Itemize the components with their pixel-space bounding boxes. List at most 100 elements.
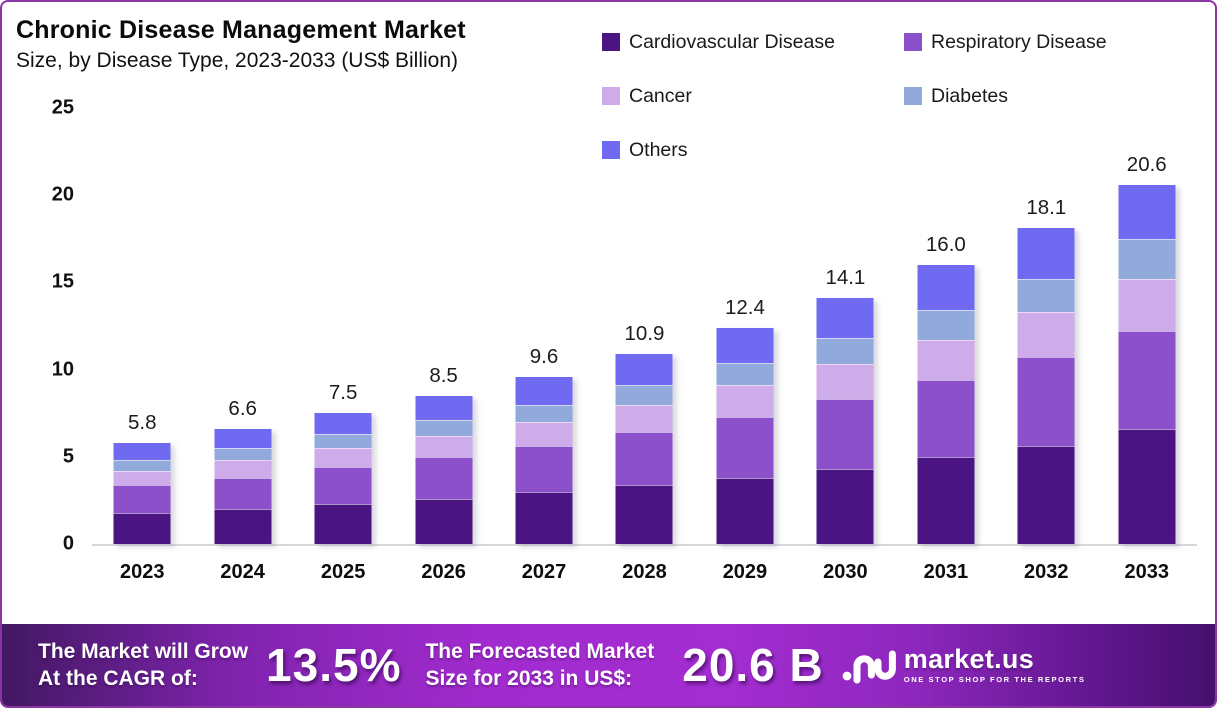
legend-swatch-icon — [904, 87, 922, 105]
x-axis-label: 2032 — [1024, 561, 1069, 583]
x-axis-label: 2033 — [1124, 561, 1170, 583]
legend-item: Cardiovascular Disease — [602, 31, 904, 54]
bar-segment — [515, 446, 573, 492]
stacked-bar — [113, 442, 171, 544]
legend-swatch-icon — [602, 33, 620, 51]
bar-segment — [515, 491, 573, 544]
bar-segment — [214, 509, 272, 544]
bar-total-label: 10.9 — [624, 321, 665, 345]
bar-segment — [1017, 446, 1075, 544]
bar-group: 9.6 2027 — [494, 110, 594, 583]
bar-total-label: 14.1 — [825, 266, 866, 290]
legend-swatch-icon — [602, 87, 620, 105]
bar-group: 8.5 2026 — [393, 110, 493, 583]
logo-tagline: ONE STOP SHOP FOR THE REPORTS — [903, 675, 1086, 685]
bar-total-label: 12.4 — [724, 295, 765, 319]
legend-item: Respiratory Disease — [904, 31, 1107, 54]
x-axis-label: 2031 — [923, 561, 969, 583]
stacked-bar — [816, 298, 874, 544]
bar-total-label: 16.0 — [925, 232, 966, 256]
bar-segment — [415, 456, 473, 499]
bar-group: 18.1 2032 — [996, 110, 1096, 583]
bar-total-label: 6.6 — [228, 396, 257, 420]
y-axis-tick: 10 — [51, 358, 74, 381]
bar-segment — [917, 380, 975, 457]
legend-label: Cancer — [629, 84, 692, 107]
stacked-bar — [515, 376, 573, 544]
plot-area: 5.8 2023 6.6 2024 7.5 2025 8.5 2026 9.6 2027 10.9 2… — [52, 97, 1197, 583]
legend-item: Diabetes — [904, 85, 1107, 108]
bar-segment — [515, 404, 573, 422]
legend-item: Cancer — [602, 85, 904, 108]
bar-segment — [1017, 278, 1075, 313]
bar-segment — [816, 469, 874, 544]
bar-segment — [415, 420, 473, 436]
bar-segment — [214, 448, 272, 461]
bar-total-label: 5.8 — [127, 410, 157, 434]
bar-segment — [615, 484, 673, 544]
legend-label: Diabetes — [931, 84, 1008, 107]
bar-segment — [1118, 184, 1176, 239]
bar-segment — [716, 477, 774, 544]
logo-name: market.us — [903, 644, 1035, 675]
bar-segment — [816, 298, 874, 339]
bar-segment — [816, 338, 874, 365]
bar-segment — [113, 512, 171, 544]
x-axis-label: 2027 — [521, 561, 567, 583]
bar-segment — [716, 416, 774, 478]
legend-swatch-icon — [602, 141, 620, 159]
legend: Cardiovascular Disease Cancer Others Respir… — [602, 24, 1107, 168]
stacked-bar — [716, 327, 774, 544]
bar-total-label: 18.1 — [1026, 196, 1067, 220]
y-axis-tick: 0 — [62, 532, 74, 555]
forecast-label-line2: Size for 2033 in US$: — [425, 667, 633, 690]
bar-total-label: 7.5 — [328, 381, 358, 405]
x-axis-label: 2025 — [320, 561, 366, 583]
bar-segment — [917, 339, 975, 381]
marketus-logo-text: market.us ONE STOP SHOP FOR THE REPORTS — [904, 646, 1086, 684]
bar-group: 6.6 2024 — [192, 110, 292, 583]
bar-segment — [515, 421, 573, 447]
x-axis-label: 2026 — [421, 561, 466, 583]
bar-segment — [615, 385, 673, 405]
bar-segment — [615, 353, 673, 386]
forecast-label-line1: The Forecasted Market — [425, 639, 655, 663]
bar-segment — [314, 434, 372, 449]
y-axis-tick: 15 — [51, 270, 74, 293]
x-axis-label: 2023 — [119, 561, 165, 583]
bar-segment — [1118, 428, 1176, 544]
bar-group: 10.9 2028 — [594, 110, 694, 583]
y-axis-tick: 20 — [51, 183, 74, 206]
footer-banner: The Market will Grow At the CAGR of: 13.… — [2, 624, 1215, 706]
legend-swatch-icon — [904, 33, 922, 51]
marketus-logo: market.us ONE STOP SHOP FOR THE REPORTS — [842, 641, 1086, 690]
bar-segment — [214, 477, 272, 510]
bar-segment — [314, 467, 372, 504]
x-axis-label: 2024 — [220, 561, 265, 583]
cagr-label-line2: At the CAGR of: — [38, 667, 198, 690]
bar-segment — [415, 435, 473, 457]
bar-segment — [917, 456, 975, 544]
title-block: Chronic Disease Management Market Size, … — [16, 14, 591, 75]
bar-group: 5.8 2023 — [92, 110, 192, 583]
bar-segment — [716, 327, 774, 363]
stacked-bar — [415, 395, 473, 544]
legend-label: Others — [629, 138, 688, 161]
cagr-label: The Market will Grow At the CAGR of: — [38, 638, 248, 693]
bar-group: 12.4 2029 — [695, 110, 795, 583]
chart-subtitle: Size, by Disease Type, 2023-2033 (US$ Bi… — [16, 48, 459, 72]
bar-segment — [113, 460, 171, 471]
bar-segment — [615, 432, 673, 485]
bar-segment — [1017, 357, 1075, 447]
bar-segment — [1118, 238, 1176, 279]
bar-total-label: 20.6 — [1126, 152, 1167, 176]
chart-title: Chronic Disease Management Market — [16, 16, 466, 44]
forecast-label: The Forecasted Market Size for 2033 in U… — [425, 638, 654, 693]
y-axis-tick: 5 — [62, 445, 74, 468]
bar-segment — [113, 470, 171, 485]
bar-segment — [816, 399, 874, 470]
cagr-label-line1: The Market will Grow — [38, 639, 249, 663]
bar-segment — [515, 376, 573, 405]
x-axis-label: 2029 — [722, 561, 768, 583]
